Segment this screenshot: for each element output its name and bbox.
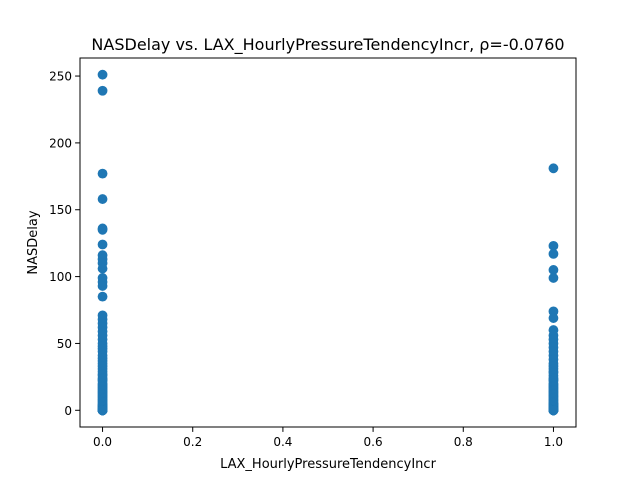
data-point	[97, 85, 108, 96]
data-point	[97, 405, 108, 416]
y-tick-label: 100	[49, 270, 72, 284]
data-point	[548, 163, 559, 174]
y-ticks: 0 50 100 150 200 250	[49, 70, 80, 418]
x-tick-label: 0.6	[364, 435, 383, 449]
x-tick-label: 1.0	[544, 435, 563, 449]
data-point	[97, 281, 108, 291]
y-tick-label: 150	[49, 203, 72, 217]
data-point	[97, 69, 108, 80]
y-axis-label: NASDelay	[26, 210, 41, 274]
x-tick-label: 0.4	[273, 435, 292, 449]
x-tick-label: 0.8	[454, 435, 473, 449]
x-tick-label: 0.2	[183, 435, 202, 449]
data-point	[548, 248, 559, 259]
data-point	[97, 263, 108, 274]
y-tick-label: 200	[49, 136, 72, 150]
data-point	[548, 405, 559, 416]
points-layer	[97, 69, 559, 416]
data-point	[97, 194, 108, 204]
data-point	[548, 313, 559, 323]
x-tick-label: 0.0	[93, 435, 112, 449]
plot-frame	[79, 57, 577, 428]
data-point	[548, 240, 559, 251]
x-ticks: 0.0 0.2 0.4 0.6 0.8 1.0	[93, 427, 563, 449]
data-point	[548, 265, 559, 275]
chart-title: NASDelay vs. LAX_HourlyPressureTendencyI…	[91, 35, 564, 55]
data-point	[97, 291, 108, 302]
data-point	[548, 273, 559, 283]
y-tick-label: 0	[64, 404, 72, 418]
y-tick-label: 50	[57, 337, 72, 351]
data-point	[97, 239, 108, 250]
x-axis-label: LAX_HourlyPressureTendencyIncr	[220, 457, 436, 472]
data-point	[97, 168, 108, 179]
data-point	[97, 224, 108, 235]
y-tick-label: 250	[49, 70, 72, 84]
